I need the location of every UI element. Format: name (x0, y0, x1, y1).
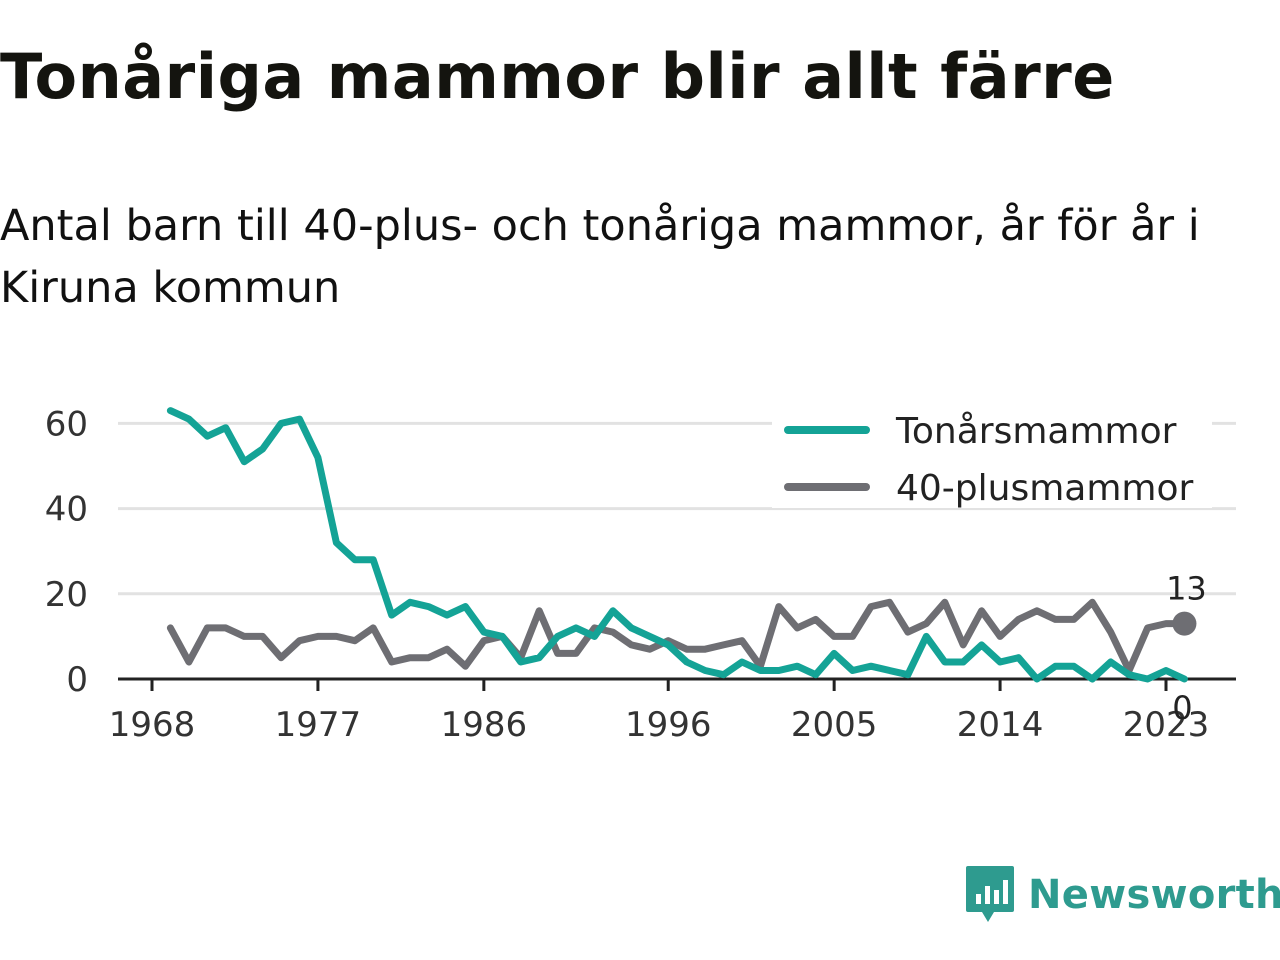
brand-name: Newsworthy (1028, 872, 1280, 918)
x-tick-label: 1968 (109, 705, 196, 745)
newsworthy-logo: Newsworthy (964, 864, 1280, 926)
x-tick-label: 1986 (441, 705, 528, 745)
y-tick-label: 40 (45, 490, 88, 530)
legend-label: Tonårsmammor (895, 411, 1177, 452)
x-tick-label: 1977 (275, 705, 362, 745)
chart-title: Tonåriga mammor blir allt färre (0, 40, 1115, 113)
legend-label: 40-plusmammor (896, 468, 1194, 509)
end-label-tonarsmammor: 0 (1172, 689, 1192, 727)
y-tick-label: 60 (45, 404, 88, 444)
end-label-40-plusmammor: 13 (1166, 570, 1207, 608)
y-tick-label: 0 (66, 660, 88, 700)
series-line-tonarsmammor (166, 407, 1188, 683)
x-tick-label: 2014 (957, 705, 1044, 745)
end-labels: 13 0 (1166, 570, 1207, 727)
x-tick-label: 2023 (1123, 705, 1210, 745)
legend: Tonårsmammor 40-plusmammor (772, 404, 1212, 509)
series-lines (166, 407, 1188, 683)
end-marker-40-plusmammor (1172, 611, 1197, 636)
chart-subtitle: Antal barn till 40-plus- och tonåriga ma… (0, 201, 1200, 313)
x-tick-label: 2005 (791, 705, 878, 745)
series-line-40-plusmammor (166, 598, 1188, 674)
newsworthy-logo-icon (966, 866, 1014, 922)
axes: 0 20 40 60 1968 1977 1986 1996 2005 2014 2023 (45, 404, 1236, 745)
x-tick-label: 1996 (625, 705, 712, 745)
y-tick-label: 20 (45, 575, 88, 615)
